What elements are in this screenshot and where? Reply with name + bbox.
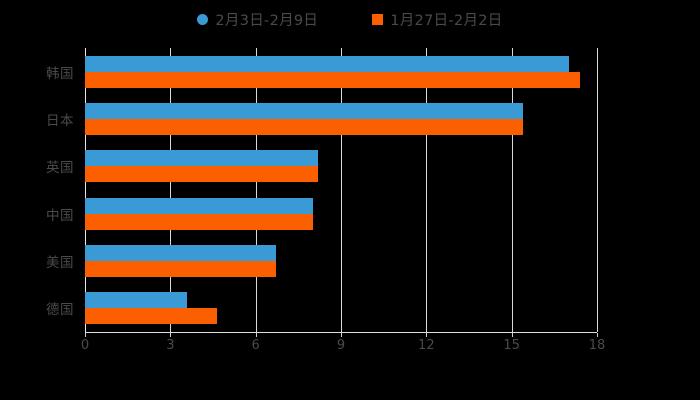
y-axis-label: 韩国 [46, 65, 74, 82]
gridlines [85, 48, 598, 332]
x-tick-mark [597, 333, 598, 337]
y-axis-labels: 韩国日本英国中国美国德国 [0, 48, 74, 332]
gridline-3 [170, 48, 172, 332]
y-axis-label: 日本 [46, 113, 74, 129]
legend-label: 1月27日-2月2日 [390, 12, 503, 29]
bar-group [85, 245, 597, 277]
x-tick-mark [511, 333, 513, 337]
plot-area [85, 48, 598, 332]
bar[interactable] [85, 308, 218, 325]
y-axis-label: 德国 [46, 302, 74, 319]
bar[interactable] [85, 292, 188, 309]
gridline-15 [511, 48, 513, 332]
bar[interactable] [85, 150, 319, 167]
x-axis-label: 9 [336, 338, 346, 353]
gridline-9 [341, 48, 342, 332]
x-axis-label: 3 [166, 338, 175, 353]
x-axis-label: 6 [251, 338, 260, 353]
x-axis-label: 18 [588, 338, 606, 353]
bar[interactable] [85, 119, 524, 135]
legend-item-1[interactable]: 1月27日-2月2日 [372, 9, 502, 30]
bar[interactable] [85, 261, 276, 277]
bar[interactable] [85, 197, 313, 214]
y-axis-label: 美国 [46, 255, 74, 271]
legend-square-icon [372, 13, 384, 25]
bar[interactable] [85, 166, 319, 183]
x-tick-mark [170, 333, 172, 337]
x-tick-mark [341, 333, 342, 337]
bar[interactable] [85, 55, 569, 72]
gridline-12 [426, 48, 428, 332]
x-axis-label: 0 [80, 338, 90, 353]
bar-group [85, 197, 597, 230]
x-axis-label: 12 [418, 338, 435, 353]
gridline-6 [255, 48, 257, 332]
bar-group [85, 103, 597, 135]
x-tick-mark [255, 333, 257, 337]
legend-dot-icon [197, 13, 209, 25]
bar-series-container [85, 48, 597, 332]
bar-group [85, 55, 597, 88]
bar[interactable] [85, 71, 580, 88]
y-axis-label: 中国 [46, 207, 74, 224]
gridline-0 [85, 48, 86, 332]
x-axis-label: 15 [503, 338, 520, 353]
x-axis-ticks: 0 3 6 9 12 15 18 [81, 333, 605, 355]
bar[interactable] [85, 213, 313, 230]
x-tick-mark [85, 333, 86, 337]
x-axis-line [85, 332, 597, 333]
bar-group [85, 292, 597, 325]
x-tick-mark [426, 333, 428, 337]
bar[interactable] [85, 245, 276, 261]
legend-item-0[interactable]: 2月3日-2月9日 [197, 9, 318, 30]
legend-label: 2月3日-2月9日 [215, 12, 319, 29]
bar[interactable] [85, 103, 524, 119]
chart-legend: 2月3日-2月9日 1月27日-2月2日 [0, 7, 700, 31]
y-axis-label: 英国 [46, 160, 74, 177]
bar-group [85, 150, 597, 183]
gridline-18 [597, 48, 598, 332]
